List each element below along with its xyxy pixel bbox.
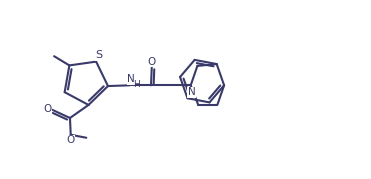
Text: S: S: [96, 50, 103, 60]
Text: H: H: [133, 80, 140, 89]
Text: O: O: [67, 135, 75, 145]
Text: N: N: [127, 74, 135, 84]
Text: O: O: [43, 104, 52, 114]
Text: O: O: [148, 57, 156, 67]
Text: N: N: [188, 87, 196, 97]
